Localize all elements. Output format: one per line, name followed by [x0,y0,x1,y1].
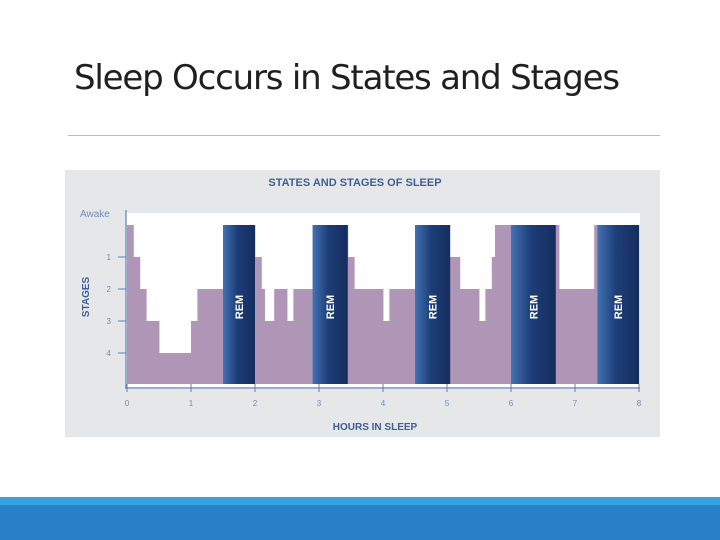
footer-accent-band [0,505,720,540]
rem-period-band [223,225,255,384]
hypnogram-step [287,321,294,384]
y-tick-label: 2 [107,285,112,294]
hypnogram-step [552,225,560,384]
hypnogram-step [485,289,493,384]
x-tick-label: 5 [445,399,450,408]
rem-label: REM [613,295,625,319]
rem-period-band [597,225,639,384]
chart-svg: REM REM REM REM REM Awake 1 2 3 4 0 1 2 3 4 5 6 7 8 STATE… [80,177,642,433]
hypnogram-step [479,321,486,384]
footer-accent-stripe [0,497,720,505]
rem-periods-layer: REM REM REM REM REM [223,225,639,384]
y-tick-label: 1 [107,253,112,262]
hypnogram-step [197,289,224,384]
hypnogram-step [383,321,390,384]
rem-period-band [511,225,556,384]
hypnogram-step [354,289,384,384]
hypnogram-step [139,289,147,384]
slide-title: Sleep Occurs in States and Stages [74,58,620,98]
y-tick-label: Awake [80,209,110,220]
hypnogram-step [261,289,265,384]
x-tick-label: 2 [253,399,258,408]
rem-label: REM [528,295,540,319]
x-tick-label: 3 [317,399,322,408]
x-axis-label: HOURS IN SLEEP [333,422,418,433]
x-tick-label: 6 [509,399,514,408]
x-tick-label: 4 [381,399,386,408]
y-axis-label: STAGES [81,276,92,317]
hypnogram-step [255,257,262,384]
x-tick-label: 0 [125,399,130,408]
rem-period-band [312,225,348,384]
title-divider [68,135,660,136]
hypnogram-step [146,321,160,384]
rem-period-band [415,225,451,384]
y-tick-label: 4 [107,349,112,358]
hypnogram-step [191,321,198,384]
rem-label: REM [234,295,246,319]
rem-label: REM [428,295,440,319]
x-tick-label: 1 [189,399,194,408]
y-tick-label: 3 [107,317,112,326]
axes-layer: Awake 1 2 3 4 0 1 2 3 4 5 6 7 8 [80,209,642,408]
hypnogram-step [575,289,595,384]
hypnogram-step [389,289,416,384]
hypnogram-step [159,353,192,384]
hypnogram-step [274,289,288,384]
hypnogram-step [133,257,141,384]
hypnogram-step [293,289,313,384]
hypnogram-step [264,321,275,384]
hypnogram-step [491,257,496,384]
x-tick-label: 8 [637,399,642,408]
sleep-stages-chart: REM REM REM REM REM Awake 1 2 3 4 0 1 2 3 4 5 6 7 8 STATE… [65,170,660,437]
hypnogram-step [447,257,461,384]
rem-label: REM [325,295,337,319]
hypnogram-step [347,257,355,384]
hypnogram-step [127,225,134,384]
hypnogram-step [559,289,576,384]
chart-title: STATES AND STAGES OF SLEEP [268,177,441,189]
hypnogram-step [459,289,480,384]
x-tick-label: 7 [573,399,578,408]
